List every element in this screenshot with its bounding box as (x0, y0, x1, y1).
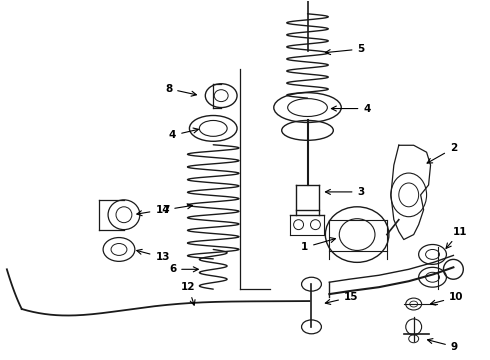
Text: 4: 4 (331, 104, 371, 113)
Text: 5: 5 (325, 44, 365, 55)
Text: 7: 7 (162, 204, 193, 215)
Text: 6: 6 (169, 264, 198, 274)
Text: 3: 3 (325, 187, 365, 197)
Text: 15: 15 (325, 292, 358, 305)
Text: 9: 9 (427, 339, 458, 352)
Text: 4: 4 (169, 128, 198, 140)
Text: 10: 10 (431, 292, 464, 305)
Text: 8: 8 (165, 84, 196, 96)
Text: 2: 2 (427, 143, 457, 163)
Text: 1: 1 (301, 238, 335, 252)
Text: 12: 12 (181, 282, 196, 305)
Text: 13: 13 (137, 249, 170, 262)
Text: 14: 14 (137, 205, 170, 216)
Text: 11: 11 (446, 226, 467, 248)
